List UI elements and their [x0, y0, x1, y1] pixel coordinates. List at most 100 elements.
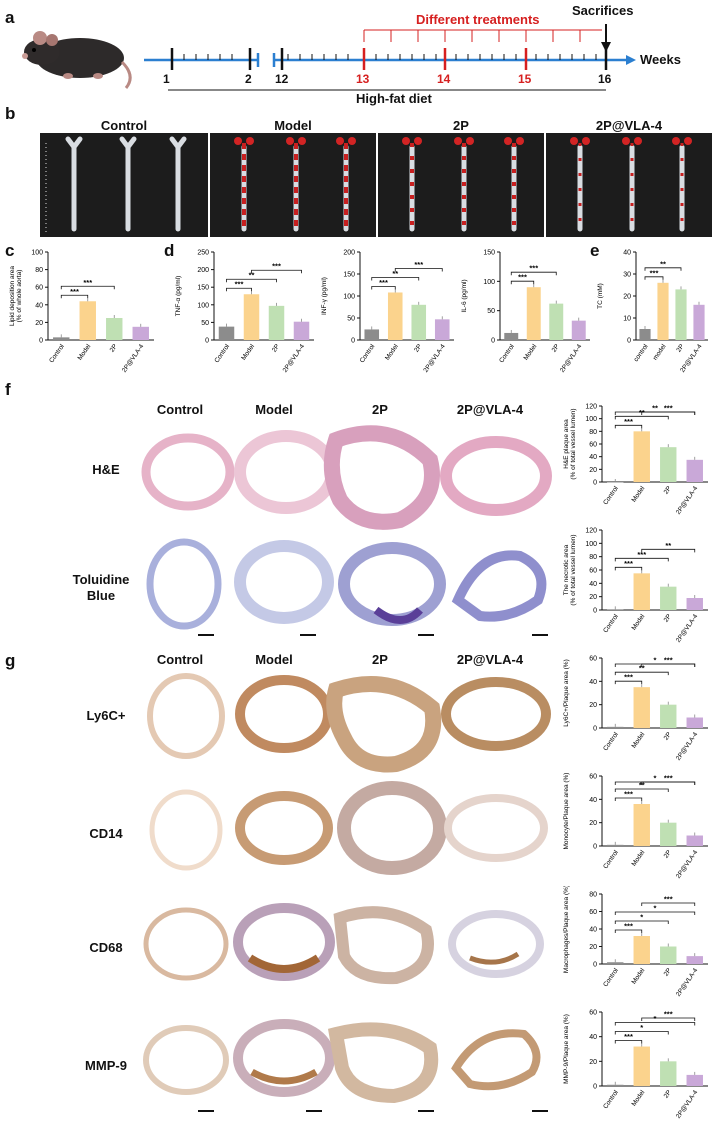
bar	[657, 282, 669, 340]
x-tick-label: 2P@VLA-4	[422, 343, 447, 374]
f-col-header-vla4: 2P@VLA-4	[456, 402, 524, 417]
scalebar-f-1	[198, 634, 214, 636]
y-tick-label: 60	[589, 656, 597, 663]
x-tick-label: 2P@VLA-4	[675, 485, 700, 516]
significance-bracket	[226, 278, 277, 283]
bar	[106, 318, 123, 340]
g-col-header-2p: 2P	[372, 652, 388, 667]
significance-label: ***	[624, 417, 633, 426]
significance-label: **	[249, 271, 255, 280]
bar	[526, 287, 541, 340]
row-label-cd14: CD14	[89, 826, 123, 841]
bar	[79, 301, 96, 340]
y-tick-label: 0	[593, 962, 597, 969]
scalebar-f-2	[300, 634, 316, 636]
bar	[660, 1061, 677, 1086]
significance-label: *	[640, 1023, 643, 1032]
y-tick-label: 40	[589, 1034, 597, 1041]
x-tick-label: Control	[602, 613, 620, 635]
aorta-drawing-2p	[402, 137, 524, 232]
significance-bracket	[614, 566, 643, 571]
x-tick-label: 2P	[109, 343, 119, 354]
y-tick-label: 150	[483, 250, 495, 257]
scalebar-f-3	[418, 634, 434, 636]
significance-bracket	[614, 1031, 669, 1035]
significance-bracket	[510, 280, 535, 285]
bar	[571, 320, 586, 340]
panel-label-b: b	[5, 104, 16, 123]
cd68-section-model	[233, 903, 335, 981]
significance-label: ***	[518, 273, 527, 282]
significance-label: **	[392, 269, 398, 278]
x-tick-label: 2P	[551, 343, 561, 354]
bar	[504, 332, 519, 340]
significance-label: ***	[272, 262, 281, 271]
y-tick-label: 250	[197, 250, 209, 257]
bar	[243, 294, 260, 340]
tick-week-12: 12	[275, 72, 289, 86]
row-label-he: H&E	[92, 462, 120, 477]
y-tick-label: 40	[589, 581, 597, 588]
x-tick-label: 2P@VLA-4	[559, 343, 584, 374]
x-tick-label: 2P@VLA-4	[675, 613, 700, 644]
significance-label: **	[639, 664, 645, 673]
aorta-header-vla4: 2P@VLA-4	[595, 118, 663, 133]
y-tick-label: 40	[589, 797, 597, 804]
y-tick-label: 60	[589, 442, 597, 449]
mouse-illustration	[22, 31, 132, 89]
significance-label: ***	[414, 260, 423, 269]
tick-week-15: 15	[518, 72, 532, 86]
scalebar-g-4	[532, 1110, 548, 1112]
y-axis-label: INF-γ (pg/ml)	[321, 277, 328, 315]
y-axis-label: Ly6C+/Plaque area (%)	[563, 659, 570, 727]
cd14-section-model	[235, 791, 333, 865]
panel-label-e: e	[590, 241, 600, 260]
diet-label: High-fat diet	[356, 91, 432, 106]
x-tick-label: 2P@VLA-4	[675, 849, 700, 880]
bar	[364, 329, 380, 340]
aorta-photo-control	[40, 133, 208, 237]
x-tick-label: Model	[76, 343, 92, 362]
y-tick-label: 0	[627, 338, 631, 345]
row-label-toluidine: Toluidine Blue	[72, 572, 130, 603]
x-tick-label: 2P	[663, 849, 673, 860]
y-tick-label: 80	[35, 267, 43, 274]
x-tick-label: 2P	[663, 731, 673, 742]
y-tick-label: 20	[589, 820, 597, 827]
x-tick-label: Model	[630, 849, 646, 868]
y-tick-label: 100	[31, 250, 43, 257]
aorta-header-control: Control	[100, 118, 148, 133]
significance-label: **	[660, 259, 666, 268]
bar	[660, 447, 677, 482]
bar	[434, 319, 450, 340]
significance-label: ***	[664, 774, 673, 783]
y-axis-label: IL-6 (pg/ml)	[461, 279, 468, 312]
x-tick-label: 2P@VLA-4	[675, 1089, 700, 1120]
panel-label-c: c	[5, 241, 15, 260]
significance-bracket	[60, 294, 89, 299]
x-tick-label: 2P	[663, 485, 673, 496]
significance-bracket	[614, 920, 669, 924]
weeks-label: Weeks	[640, 52, 681, 67]
y-tick-label: 100	[343, 294, 355, 301]
x-tick-label: Control	[213, 343, 231, 365]
significance-bracket	[60, 285, 115, 290]
g-ihc-sections	[143, 673, 551, 1104]
treatment-label: Different treatments	[416, 12, 540, 27]
y-tick-label: 120	[585, 528, 597, 535]
bar	[607, 844, 624, 846]
y-tick-label: 200	[343, 250, 355, 257]
significance-bracket	[614, 1022, 696, 1026]
significance-label: ***	[650, 268, 659, 277]
y-tick-label: 20	[589, 467, 597, 474]
significance-bracket	[614, 424, 643, 429]
bar	[53, 337, 70, 340]
aorta-drawing-control	[45, 136, 187, 233]
y-tick-label: 60	[589, 774, 597, 781]
bar	[686, 459, 703, 482]
aorta-photo-2p	[378, 133, 544, 237]
significance-label: ***	[624, 673, 633, 682]
y-tick-label: 40	[589, 679, 597, 686]
chart-d-il6: IL-6 (pg/ml) 0 50 100 150 Control Model 2P2P@VL…	[461, 250, 590, 374]
significance-bracket	[510, 271, 557, 276]
